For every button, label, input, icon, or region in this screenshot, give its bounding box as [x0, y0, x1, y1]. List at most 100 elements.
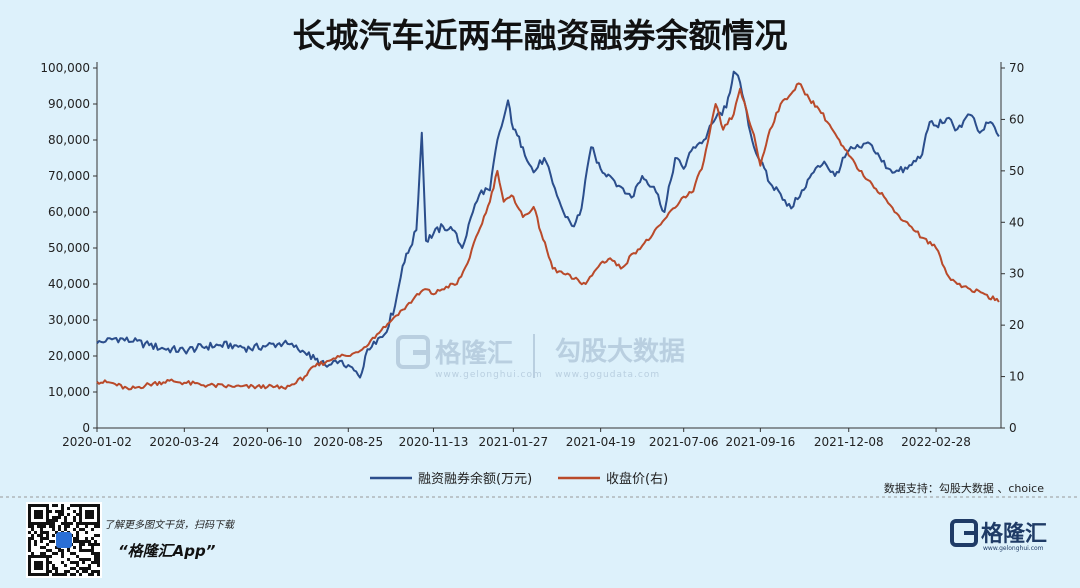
qr-module — [76, 540, 79, 543]
qr-module — [31, 555, 34, 558]
qr-module — [82, 528, 85, 531]
qr-module — [97, 525, 100, 528]
qr-module — [82, 558, 85, 561]
watermark-site: 勾股大数据 — [555, 337, 685, 367]
qr-module — [88, 513, 91, 516]
y-left-tick-label: 0 — [82, 421, 90, 435]
qr-module — [28, 555, 31, 558]
qr-module — [52, 564, 55, 567]
qr-module — [46, 531, 49, 534]
qr-module — [43, 573, 46, 576]
qr-module — [91, 552, 94, 555]
qr-module — [76, 504, 79, 507]
footer-brand-name: 格隆汇 — [981, 521, 1047, 547]
qr-module — [91, 549, 94, 552]
qr-module — [64, 522, 67, 525]
qr-module — [55, 504, 58, 507]
qr-module — [37, 516, 40, 519]
qr-module — [52, 567, 55, 570]
qr-module — [82, 549, 85, 552]
qr-module — [31, 525, 34, 528]
qr-module — [91, 510, 94, 513]
qr-module — [85, 525, 88, 528]
qr-module — [28, 522, 31, 525]
qr-module — [28, 549, 31, 552]
qr-module — [37, 510, 40, 513]
qr-module — [97, 573, 100, 576]
qr-module — [46, 567, 49, 570]
y-left-tick-label: 10,000 — [48, 385, 90, 399]
qr-module — [58, 513, 61, 516]
qr-module — [46, 513, 49, 516]
qr-module — [79, 519, 82, 522]
qr-module — [28, 543, 31, 546]
qr-module — [82, 540, 85, 543]
qr-module — [79, 516, 82, 519]
qr-module — [46, 522, 49, 525]
qr-module — [37, 567, 40, 570]
qr-module — [97, 555, 100, 558]
qr-module — [97, 534, 100, 537]
qr-module — [46, 504, 49, 507]
y-right-tick-label: 0 — [1009, 421, 1017, 435]
y-left-ticks: 100,000 90,000 80,000 70,000 60,000 50,000 40,… — [40, 61, 97, 435]
qr-module — [34, 510, 37, 513]
qr-module — [64, 528, 67, 531]
watermark: 格隆汇 www.gelonghui.com 勾股大数据 www.gogudata… — [396, 334, 685, 380]
qr-module — [52, 552, 55, 555]
y-right-tick-label: 50 — [1009, 164, 1024, 178]
qr-module — [79, 528, 82, 531]
qr-module — [40, 528, 43, 531]
footer-brand: 格隆汇 www.gelonghui.com — [950, 519, 1047, 552]
qr-module — [40, 504, 43, 507]
y-left-tick-label: 70,000 — [48, 169, 90, 183]
qr-module — [97, 519, 100, 522]
qr-module — [58, 510, 61, 513]
qr-module — [34, 567, 37, 570]
qr-module — [97, 543, 100, 546]
qr-module — [67, 507, 70, 510]
qr-module — [91, 516, 94, 519]
qr-module — [94, 552, 97, 555]
qr-module — [64, 573, 67, 576]
qr-module — [73, 561, 76, 564]
qr-module — [40, 510, 43, 513]
qr-module — [31, 537, 34, 540]
qr-module — [34, 531, 37, 534]
qr-module — [58, 573, 61, 576]
x-tick-label: 2021-01-27 — [478, 435, 548, 449]
qr-module — [88, 567, 91, 570]
y-left-tick-label: 100,000 — [40, 61, 90, 75]
qr-module — [28, 525, 31, 528]
qr-module — [97, 504, 100, 507]
qr-module — [88, 510, 91, 513]
qr-module — [97, 564, 100, 567]
qr-module — [91, 546, 94, 549]
qr-module — [91, 513, 94, 516]
qr-module — [28, 513, 31, 516]
qr-module — [97, 561, 100, 564]
qr-module — [31, 534, 34, 537]
qr-module — [73, 540, 76, 543]
qr-module — [34, 513, 37, 516]
qr-module — [40, 516, 43, 519]
qr-module — [70, 552, 73, 555]
qr-module — [46, 561, 49, 564]
qr-module — [82, 561, 85, 564]
qr-module — [40, 567, 43, 570]
qr-module — [79, 573, 82, 576]
qr-module — [28, 573, 31, 576]
y-left-tick-label: 50,000 — [48, 241, 90, 255]
qr-module — [88, 543, 91, 546]
qr-module — [67, 549, 70, 552]
qr-module — [43, 531, 46, 534]
qr-module — [76, 555, 79, 558]
qr-module — [85, 504, 88, 507]
qr-module — [28, 531, 31, 534]
qr-module — [28, 510, 31, 513]
qr-module — [34, 555, 37, 558]
qr-module — [91, 528, 94, 531]
qr-module — [28, 537, 31, 540]
qr-module — [67, 513, 70, 516]
qr-module — [46, 543, 49, 546]
